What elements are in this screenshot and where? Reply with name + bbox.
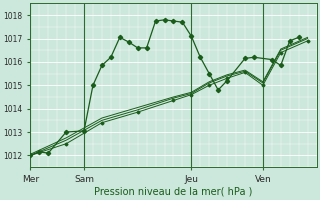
X-axis label: Pression niveau de la mer( hPa ): Pression niveau de la mer( hPa ): [94, 187, 252, 197]
